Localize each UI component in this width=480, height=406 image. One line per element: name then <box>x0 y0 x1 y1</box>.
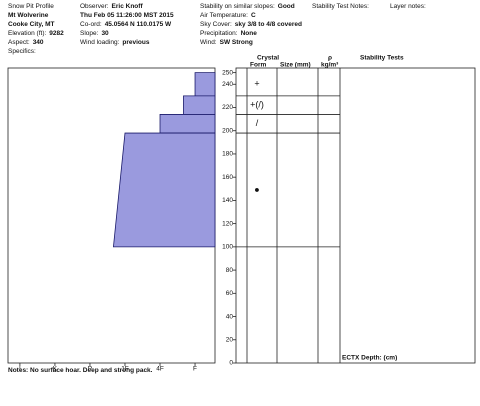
field-label: Wind loading: <box>80 39 120 46</box>
header-row: Snow Pit Profile <box>8 2 64 11</box>
header-column: Stability Test Notes: <box>312 2 372 11</box>
header-row: Precipitation: None <box>200 29 302 38</box>
field-value: 30 <box>101 30 109 37</box>
field-value: SW Strong <box>219 39 253 46</box>
field-value: Eric Knoff <box>111 3 143 10</box>
depth-tick-label: 40 <box>226 313 234 320</box>
hardness-tick-label: F <box>193 366 197 373</box>
header-row: Mt Wolverine <box>8 11 64 20</box>
depth-tick-label: 100 <box>222 244 233 251</box>
field-label: Sky Cover: <box>200 21 232 28</box>
depth-tick-label: 60 <box>226 290 234 297</box>
field-label: Wind: <box>200 39 217 46</box>
field-value: 45.0564 N 110.0175 W <box>104 21 172 28</box>
header-column: Observer: Eric Knoff Thu Feb 05 11:26:00 M… <box>80 2 174 47</box>
header-row: Stability on similar slopes: Good <box>200 2 302 11</box>
field-value: previous <box>122 39 150 46</box>
header-row: Aspect: 340 <box>8 38 64 47</box>
header-column: Layer notes: <box>390 2 429 11</box>
density-unit: kg/m³ <box>321 62 339 69</box>
crystal-header: Crystal <box>257 55 279 62</box>
depth-tick-label: 160 <box>222 174 233 181</box>
crystal-form: +(/) <box>250 100 264 110</box>
field-label: Specifics: <box>8 48 36 55</box>
field-value: Thu Feb 05 11:26:00 MST 2015 <box>80 12 174 19</box>
field-label: Layer notes: <box>390 3 426 10</box>
field-label: Elevation (ft): <box>8 30 47 37</box>
field-value: sky 3/8 to 4/8 covered <box>234 21 303 28</box>
header-row: Wind loading: previous <box>80 38 174 47</box>
depth-tick-label: 240 <box>222 81 233 88</box>
field-label: Snow Pit Profile <box>8 3 54 10</box>
depth-tick-label: 220 <box>222 104 233 111</box>
size-header: Size (mm) <box>280 62 311 69</box>
header-row: Elevation (ft): 9282 <box>8 29 64 38</box>
header-row: Wind: SW Strong <box>200 38 302 47</box>
field-label: Co-ord: <box>80 21 102 28</box>
field-label: Stability Test Notes: <box>312 3 369 10</box>
depth-tick-label: 250 <box>222 69 233 76</box>
field-value: 9282 <box>49 30 64 37</box>
header-row: Cooke City, MT <box>8 20 64 29</box>
depth-tick-label: 20 <box>226 336 234 343</box>
crystal-form: ● <box>254 184 259 194</box>
notes: Notes: No surface hoar. Deep and strong … <box>8 367 153 374</box>
header-row: Air Temperature: C <box>200 11 302 20</box>
depth-tick-label: 200 <box>222 127 233 134</box>
hardness-tick-label: 1F <box>121 366 129 373</box>
hardness-layer <box>112 132 216 248</box>
depth-tick-label: 80 <box>226 267 234 274</box>
hardness-tick-label: K <box>53 366 58 373</box>
rho-header: ρ <box>328 55 332 62</box>
hardness-tick-label: 4F <box>156 366 164 373</box>
field-label: Precipitation: <box>200 30 238 37</box>
header-row: Layer notes: <box>390 2 429 11</box>
ectx-label: ECTX Depth: (cm) <box>342 355 397 362</box>
hardness-layer <box>194 72 216 97</box>
hardness-tick-label: P <box>88 366 92 373</box>
field-value: Cooke City, MT <box>8 21 55 28</box>
hardness-layer <box>183 95 216 115</box>
header-row: Specifics: <box>8 47 64 56</box>
form-header: Form <box>250 62 266 69</box>
header-column: Snow Pit Profile Mt Wolverine Cooke City, … <box>8 2 64 56</box>
field-value: Mt Wolverine <box>8 12 49 19</box>
header-row: Sky Cover: sky 3/8 to 4/8 covered <box>200 20 302 29</box>
header-row: Thu Feb 05 11:26:00 MST 2015 <box>80 11 174 20</box>
depth-tick-label: 120 <box>222 220 233 227</box>
table-frame <box>235 67 476 364</box>
header-row: Observer: Eric Knoff <box>80 2 174 11</box>
field-label: Stability on similar slopes: <box>200 3 275 10</box>
field-value: Good <box>277 3 295 10</box>
header-row: Slope: 30 <box>80 29 174 38</box>
header-column: Stability on similar slopes: Good Air Temp… <box>200 2 302 47</box>
stability-header: Stability Tests <box>360 55 404 62</box>
header-row: Stability Test Notes: <box>312 2 372 11</box>
depth-tick-label: 180 <box>222 151 233 158</box>
hardness-tick-label: I <box>19 366 21 373</box>
crystal-form: / <box>256 118 259 128</box>
field-value: C <box>250 12 256 19</box>
header-row: Co-ord: 45.0564 N 110.0175 W <box>80 20 174 29</box>
field-label: Air Temperature: <box>200 12 248 19</box>
field-value: None <box>240 30 257 37</box>
depth-tick-label: 140 <box>222 197 233 204</box>
crystal-form: + <box>254 79 259 89</box>
depth-tick-label: 0 <box>229 360 233 367</box>
field-label: Observer: <box>80 3 109 10</box>
hardness-layer <box>159 114 216 134</box>
field-value: 340 <box>32 39 44 46</box>
field-label: Aspect: <box>8 39 30 46</box>
field-label: Slope: <box>80 30 99 37</box>
